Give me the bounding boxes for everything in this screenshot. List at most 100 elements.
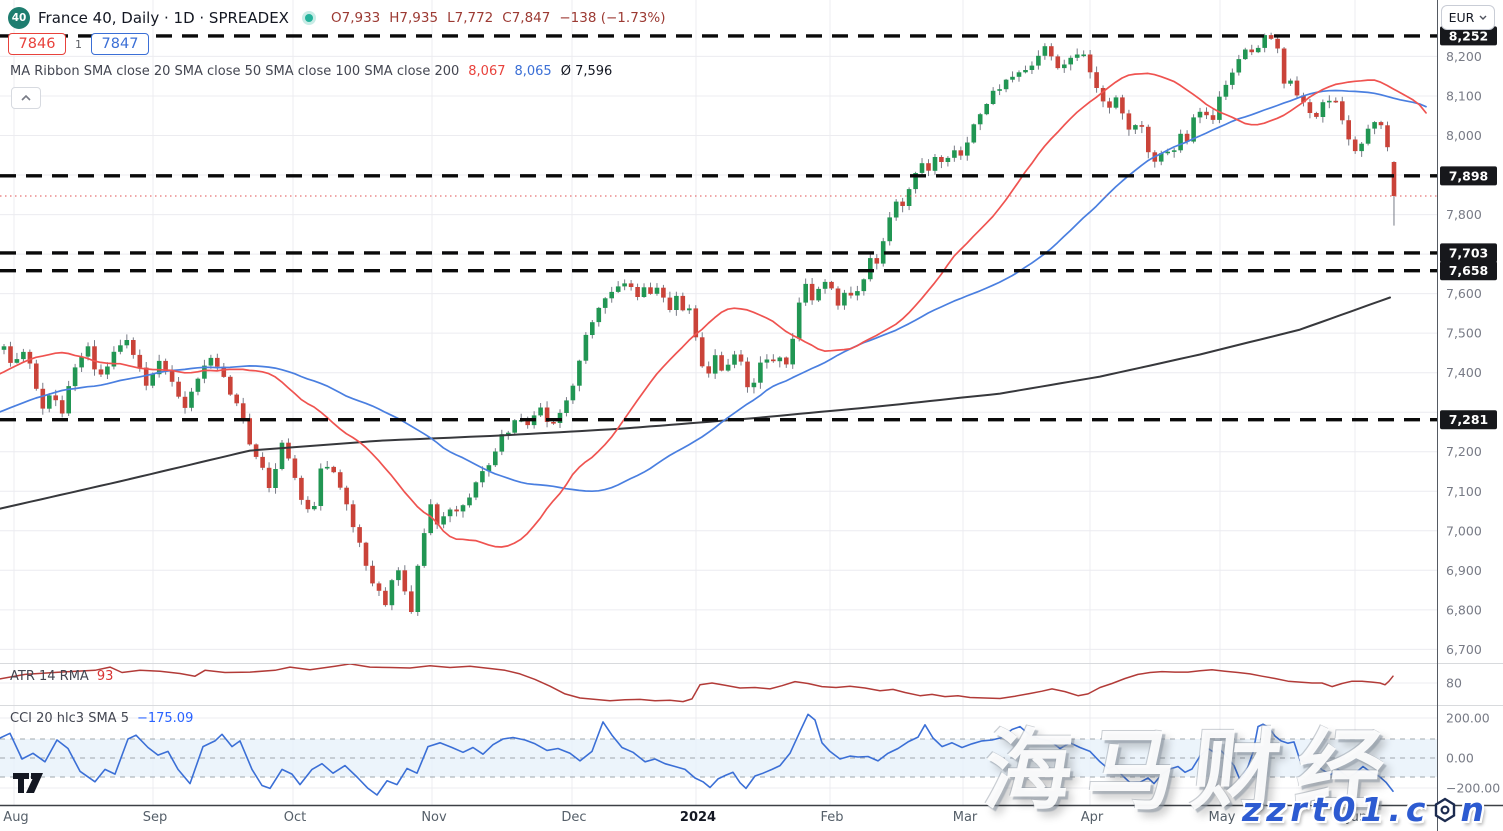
candle-body	[1385, 125, 1390, 148]
candle-body	[1107, 101, 1112, 108]
candle-body	[1146, 126, 1151, 153]
candle-body	[538, 407, 543, 416]
candle-body	[1372, 122, 1377, 129]
price-tick-label: 6,900	[1446, 563, 1482, 578]
ohlc-open: O7,933	[330, 10, 381, 26]
candle-body	[1049, 46, 1054, 57]
cci-legend: CCI 20 hlc3 SMA 5 −175.09	[10, 711, 193, 726]
candle-body	[1230, 72, 1235, 85]
candle-body	[997, 89, 1002, 91]
chevron-up-icon	[21, 95, 31, 101]
ma-average-value: Ø 7,596	[560, 64, 613, 79]
candle-body	[27, 351, 33, 364]
candle-body	[182, 396, 188, 408]
candle-body	[764, 359, 770, 363]
candle-body	[1191, 117, 1196, 142]
time-axis[interactable]: Aug Sep Oct Nov Dec 2024 Feb Mar Apr May Jun	[3, 810, 1367, 825]
month-label: Aug	[3, 810, 28, 825]
candle-body	[279, 442, 285, 469]
price-tick-label: 7,600	[1446, 286, 1482, 301]
candle-body	[40, 388, 46, 409]
candle-body	[1352, 139, 1358, 152]
sell-bid-button[interactable]: 7846	[8, 33, 66, 55]
ma-ribbon-legend: MA Ribbon SMA close 20 SMA close 50 SMA …	[10, 64, 612, 79]
tv-logo-v	[26, 773, 43, 793]
candle-body	[260, 456, 265, 468]
candle-body	[305, 499, 311, 510]
candle-body	[751, 382, 757, 388]
candle-body	[809, 283, 815, 301]
sma50-line	[0, 89, 1427, 493]
symbol-title[interactable]: France 40, Daily · 1D · SPREADEX	[38, 9, 289, 27]
candle-body	[1281, 48, 1287, 84]
quote-row: 7846 1 7847	[8, 33, 149, 55]
candle-body	[1016, 72, 1022, 77]
candle-body	[124, 340, 130, 346]
candle-body	[965, 142, 970, 156]
candle-body	[1158, 153, 1164, 162]
candle-body	[1087, 54, 1093, 73]
candle-body	[350, 504, 356, 528]
candle-body	[1139, 125, 1145, 127]
candle-body	[1171, 150, 1177, 152]
candle-body	[1320, 102, 1326, 117]
candle-body	[848, 292, 854, 296]
currency-dropdown[interactable]: EUR	[1441, 5, 1495, 30]
candle-body	[1062, 64, 1067, 69]
candle-body	[156, 360, 162, 375]
candle-body	[454, 509, 459, 512]
candle-body	[98, 369, 104, 375]
month-label: Dec	[561, 810, 586, 825]
candle-body	[1197, 111, 1203, 118]
candle-body	[1023, 70, 1028, 73]
market-status-icon	[304, 14, 313, 22]
candle-body	[473, 482, 479, 498]
price-level-badge	[1440, 166, 1497, 186]
candle-body	[661, 287, 666, 298]
candle-body	[784, 357, 789, 365]
candle-body	[72, 367, 78, 387]
candle-body	[1003, 79, 1009, 90]
candle-body	[544, 407, 550, 422]
candle-body	[596, 307, 602, 323]
price-tick-label: 7,400	[1446, 365, 1482, 380]
price-level-badge-text: 7,658	[1449, 263, 1489, 278]
candle-body	[47, 395, 52, 409]
candle-body	[680, 295, 686, 311]
buy-ask-button[interactable]: 7847	[91, 33, 149, 55]
atr-legend: ATR 14 RMA 93	[10, 669, 113, 684]
candle-body	[932, 157, 938, 171]
candle-body	[570, 385, 576, 401]
candle-body	[299, 477, 304, 500]
candle-body	[467, 497, 472, 506]
price-axis[interactable]: 8,200 8,100 8,000 7,800 7,600 7,500 7,400 7,200…	[1440, 26, 1500, 796]
candle-body	[85, 346, 91, 357]
candle-body	[861, 279, 867, 292]
candle-body	[189, 391, 194, 408]
candle-body	[1249, 49, 1254, 53]
candle-body	[92, 346, 97, 370]
ma-fast-value: 8,067	[468, 64, 506, 79]
candle-body	[919, 163, 925, 173]
collapse-legend-button[interactable]	[11, 87, 41, 109]
candle-body	[409, 591, 414, 612]
candle-body	[118, 345, 123, 352]
cci-tick-label: −200.00	[1446, 781, 1500, 796]
price-tick-label: 7,000	[1446, 523, 1482, 538]
candle-body	[460, 505, 466, 512]
month-label: Jun	[1346, 810, 1367, 825]
candle-body	[816, 288, 821, 301]
candle-body	[893, 201, 899, 218]
candle-body	[790, 338, 795, 365]
candle-body	[712, 355, 718, 374]
tradingview-logo[interactable]	[12, 770, 46, 796]
sma20-line	[0, 72, 1427, 548]
candle-body	[1068, 57, 1073, 65]
candle-body	[1333, 100, 1339, 103]
candle-body	[14, 359, 20, 363]
candle-body	[738, 354, 744, 362]
candle-body	[796, 302, 802, 339]
ohlc-low: L7,772	[447, 10, 494, 26]
